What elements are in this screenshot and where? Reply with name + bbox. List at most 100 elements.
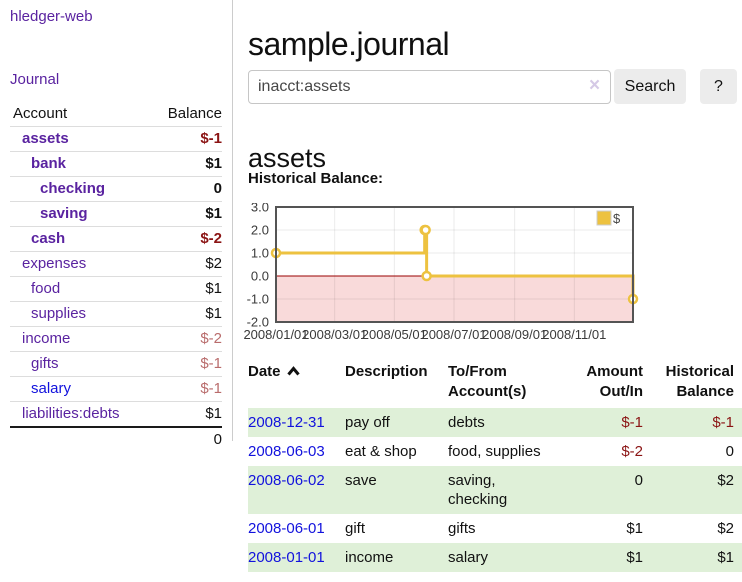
accounts-header-balance: Balance [167, 105, 222, 122]
account-row: assets $-1 [10, 126, 222, 152]
transaction-date-link[interactable]: 2008-12-31 [248, 414, 325, 431]
accounts-total-row: 0 [10, 426, 222, 452]
accounts-balance-table: Account Balance assets $-1 bank $1 checking 0… [10, 101, 222, 452]
account-row: liabilities:debts $1 [10, 401, 222, 427]
account-row: expenses $2 [10, 251, 222, 277]
account-link-gifts[interactable]: gifts [31, 355, 59, 372]
transaction-row: 2008-12-31 pay off debts $-1 $-1 [248, 408, 742, 437]
account-link-cash[interactable]: cash [31, 230, 66, 247]
svg-text:1.0: 1.0 [251, 246, 269, 261]
sidebar-divider [232, 0, 233, 441]
transaction-balance: $1 [717, 549, 734, 566]
account-link-salary[interactable]: salary [31, 380, 72, 397]
account-link-income[interactable]: income [22, 330, 71, 347]
transaction-balance: 0 [725, 443, 734, 460]
transaction-balance: $2 [717, 472, 734, 489]
transaction-accounts: saving, checking [448, 472, 508, 508]
account-link-expenses[interactable]: expenses [22, 255, 87, 272]
svg-text:-1.0: -1.0 [247, 292, 269, 307]
account-balance: $1 [151, 201, 222, 227]
account-row: cash $-2 [10, 226, 222, 252]
transaction-row: 2008-06-03 eat & shop food, supplies $-2 0 [248, 437, 742, 466]
page-title: sample.journal [248, 26, 450, 63]
account-balance: $2 [151, 251, 222, 277]
transaction-row: 2008-06-01 gift gifts $1 $2 [248, 514, 742, 543]
accounts-table-header: Account Balance [10, 101, 222, 127]
transaction-description: save [345, 472, 377, 489]
search-input[interactable] [248, 70, 611, 104]
svg-text:2008/03/01: 2008/03/01 [302, 327, 367, 342]
transactions-header-row: Date Description To/From Account(s) Amount Ou… [248, 360, 742, 408]
svg-text:2008/09/01: 2008/09/01 [482, 327, 547, 342]
svg-text:0.0: 0.0 [251, 269, 269, 284]
svg-text:-2.0: -2.0 [247, 315, 269, 330]
account-row: bank $1 [10, 151, 222, 177]
column-header-date[interactable]: Date [248, 360, 345, 408]
account-balance: 0 [151, 176, 222, 202]
account-balance: $1 [151, 276, 222, 302]
chart-title: Historical Balance: [248, 170, 384, 187]
column-header-to-from: To/From Account(s) [448, 363, 527, 400]
transaction-balance: $-1 [712, 414, 734, 431]
account-balance: $-1 [151, 126, 222, 152]
account-row: income $-2 [10, 326, 222, 352]
transaction-accounts: food, supplies [448, 443, 541, 460]
transaction-amount: 0 [634, 472, 643, 489]
transaction-description: gift [345, 520, 366, 537]
column-header-amount: Amount Out/In [586, 363, 643, 400]
account-balance: $1 [151, 151, 222, 177]
account-link-saving[interactable]: saving [40, 205, 88, 222]
account-row: saving $1 [10, 201, 222, 227]
account-link-bank[interactable]: bank [31, 155, 67, 172]
account-balance: $-2 [151, 226, 222, 252]
column-header-description: Description [345, 363, 428, 380]
transaction-date-link[interactable]: 2008-01-01 [248, 549, 325, 566]
account-balance: $1 [151, 401, 222, 427]
account-heading: assets [248, 143, 327, 174]
transaction-date-link[interactable]: 2008-06-01 [248, 520, 325, 537]
transaction-amount: $1 [626, 520, 643, 537]
svg-text:2008/11/01: 2008/11/01 [542, 327, 606, 342]
account-link-liabilities-debts[interactable]: liabilities:debts [22, 405, 120, 422]
svg-text:2008/07/01: 2008/07/01 [421, 327, 486, 342]
account-balance: $-1 [151, 351, 222, 377]
transaction-accounts: debts [448, 414, 485, 431]
transaction-date-link[interactable]: 2008-06-02 [248, 472, 325, 489]
transaction-balance: $2 [717, 520, 734, 537]
transaction-amount: $-1 [621, 414, 643, 431]
account-row: checking 0 [10, 176, 222, 202]
account-balance: $-2 [151, 326, 222, 352]
account-link-checking[interactable]: checking [40, 180, 106, 197]
transaction-description: pay off [345, 414, 390, 431]
clear-search-icon[interactable]: × [589, 75, 601, 96]
account-row: gifts $-1 [10, 351, 222, 377]
historical-balance-chart: 3.0 2.0 1.0 0.0 -1.0 -2.02008/01/012008/03/01… [243, 203, 639, 342]
account-row: supplies $1 [10, 301, 222, 327]
transaction-amount: $-2 [621, 443, 643, 460]
account-link-food[interactable]: food [31, 280, 61, 297]
column-header-historical: Historical Balance [665, 363, 734, 400]
account-link-assets[interactable]: assets [22, 130, 69, 147]
search-button[interactable]: Search [614, 69, 686, 104]
accounts-table-body: assets $-1 bank $1 checking 0 saving $1 cash $-2 e… [10, 126, 222, 452]
account-link-supplies[interactable]: supplies [31, 305, 87, 322]
sidebar-item-journal[interactable]: Journal [10, 71, 60, 88]
transaction-accounts: gifts [448, 520, 476, 537]
transaction-accounts: salary [448, 549, 489, 566]
transaction-amount: $1 [626, 549, 643, 566]
svg-text:2008/01/01: 2008/01/01 [243, 327, 308, 342]
transaction-row: 2008-01-01 income salary $1 $1 [248, 543, 742, 572]
svg-text:2008/05/01: 2008/05/01 [362, 327, 427, 342]
accounts-total-balance: 0 [151, 426, 222, 452]
account-row: salary $-1 [10, 376, 222, 402]
sort-ascending-icon [286, 366, 300, 376]
transaction-date-link[interactable]: 2008-06-03 [248, 443, 325, 460]
help-button[interactable]: ? [700, 69, 737, 104]
legend-swatch [596, 210, 612, 226]
transaction-row: 2008-06-02 save saving, checking 0 $2 [248, 466, 742, 514]
legend-label: $ [613, 211, 621, 226]
account-balance: $1 [151, 301, 222, 327]
svg-text:3.0: 3.0 [251, 203, 269, 215]
svg-text:2.0: 2.0 [251, 223, 269, 238]
app-brand-link[interactable]: hledger-web [10, 8, 93, 25]
